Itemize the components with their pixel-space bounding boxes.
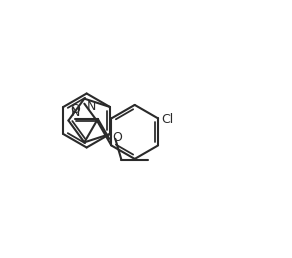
Text: N: N — [70, 107, 80, 119]
Text: Cl: Cl — [161, 113, 173, 126]
Text: O: O — [70, 103, 80, 116]
Text: O: O — [112, 131, 122, 144]
Text: N: N — [86, 100, 96, 113]
